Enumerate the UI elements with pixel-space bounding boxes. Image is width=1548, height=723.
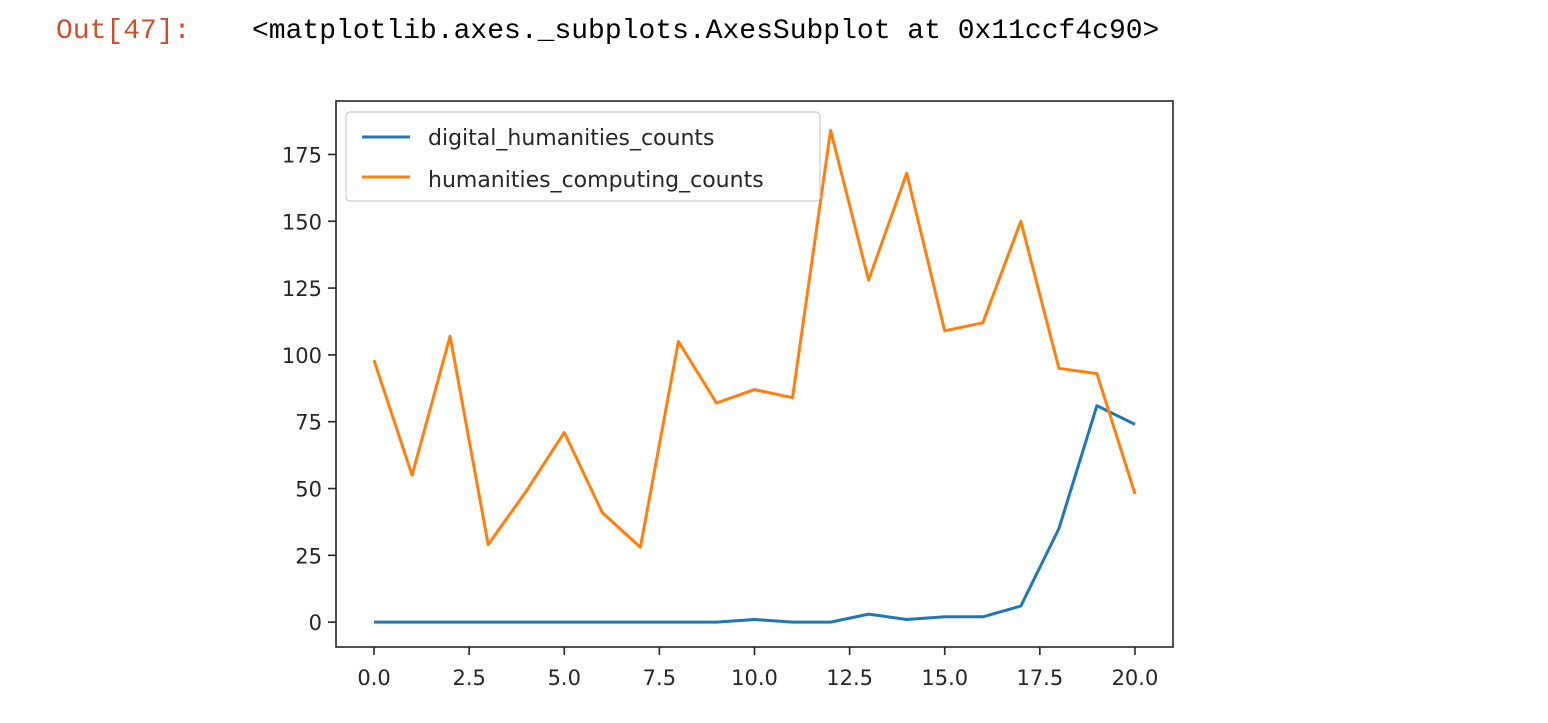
legend-box <box>345 111 821 202</box>
x-tick-label: 5.0 <box>548 666 581 690</box>
series-line-humanities-computing-counts <box>372 128 1137 549</box>
legend: digital_humanities_counts humanities_com… <box>345 111 821 202</box>
legend-label-humanities-computing: humanities_computing_counts <box>428 168 764 193</box>
y-tick-label: 150 <box>282 210 322 234</box>
x-tick-label: 10.0 <box>731 666 778 690</box>
x-tick-label: 17.5 <box>1016 666 1063 690</box>
y-tick-label: 25 <box>295 544 322 568</box>
x-tick-label: 7.5 <box>643 666 676 690</box>
output-prompt: Out[47]: <box>56 16 191 47</box>
y-tick-label: 175 <box>282 143 322 167</box>
plot-lines <box>372 128 1137 624</box>
x-tick-label: 20.0 <box>1112 666 1159 690</box>
y-tick-label: 75 <box>295 411 322 435</box>
y-tick-label: 50 <box>295 478 322 502</box>
x-tick-label: 2.5 <box>452 666 485 690</box>
legend-label-digital-humanities: digital_humanities_counts <box>428 126 715 151</box>
y-tick-label: 100 <box>282 344 322 368</box>
x-tick-label: 15.0 <box>921 666 968 690</box>
output-row: Out[47]: <matplotlib.axes._subplots.Axes… <box>0 12 1548 56</box>
output-repr-text: <matplotlib.axes._subplots.AxesSubplot a… <box>252 16 1160 47</box>
y-axis: 0 25 50 75 100 125 150 175 <box>282 143 336 635</box>
series-line-digital-humanities-counts <box>374 404 1136 624</box>
y-tick-label: 125 <box>282 277 322 301</box>
x-tick-label: 12.5 <box>826 666 873 690</box>
x-axis: 0.0 2.5 5.0 7.5 10.0 12.5 15.0 17.5 20.0 <box>357 647 1158 690</box>
y-tick-label: 0 <box>309 611 322 635</box>
x-tick-label: 0.0 <box>357 666 390 690</box>
